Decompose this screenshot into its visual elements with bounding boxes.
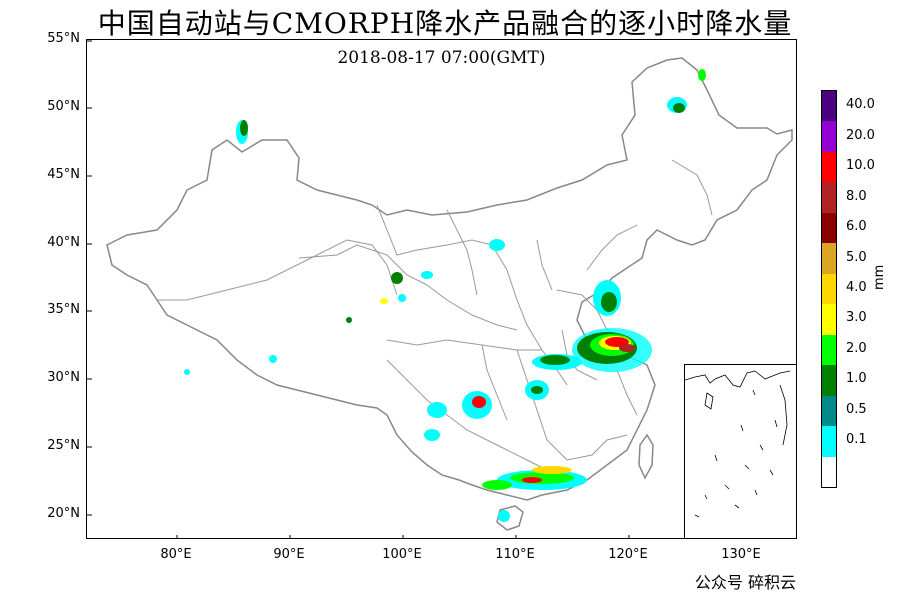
lat-label-45: 45°N (47, 167, 80, 182)
colorbar-segment (822, 426, 836, 457)
colorbar-segment (822, 151, 836, 183)
colorbar-segment (822, 121, 836, 152)
unit-label: mm (872, 264, 887, 290)
colorbar-segment (822, 365, 836, 396)
lat-label-40: 40°N (47, 235, 80, 250)
lon-label-80: 80°E (160, 547, 192, 562)
lat-label-30: 30°N (47, 370, 80, 385)
colorbar-level-label: 10.0 (846, 158, 875, 174)
lat-label-20: 20°N (47, 506, 80, 521)
colorbar-level-label: 1.0 (846, 371, 867, 387)
lat-label-55: 55°N (47, 31, 80, 46)
colorbar-segment (822, 334, 836, 366)
colorbar-level-label: 20.0 (846, 127, 875, 143)
lat-label-25: 25°N (47, 438, 80, 453)
colorbar-segment (822, 182, 836, 213)
map-area: 2018-08-17 07:00(GMT) (86, 39, 797, 539)
colorbar (821, 90, 837, 488)
colorbar-level-label: 5.0 (846, 249, 867, 265)
colorbar-segment (822, 273, 836, 305)
lon-label-90: 90°E (273, 547, 305, 562)
south-china-sea-inset (684, 364, 797, 539)
colorbar-level-label: 2.0 (846, 340, 867, 356)
colorbar-segment (822, 395, 836, 427)
lon-label-120: 120°E (608, 547, 648, 562)
colorbar-segment (822, 243, 836, 274)
colorbar-level-label: 4.0 (846, 280, 867, 295)
colorbar-segment (822, 456, 836, 487)
colorbar-level-label: 3.0 (846, 310, 867, 326)
colorbar-level-label: 6.0 (846, 219, 867, 235)
colorbar-segment (822, 304, 836, 335)
colorbar-level-label: 0.1 (846, 432, 867, 448)
precipitation-overlay (184, 69, 706, 522)
lon-label-130: 130°E (721, 547, 761, 562)
colorbar-level-label: 8.0 (846, 188, 867, 204)
colorbar-level-label: 0.5 (846, 401, 867, 417)
hainan-island (496, 505, 524, 531)
timestamp: 2018-08-17 07:00(GMT) (337, 48, 546, 68)
colorbar-segment (822, 91, 836, 122)
lon-label-100: 100°E (382, 547, 422, 562)
colorbar-segment (822, 212, 836, 244)
colorbar-level-label: 40.0 (846, 97, 875, 113)
map-title: 中国自动站与CMORPH降水产品融合的逐小时降水量 (97, 7, 793, 40)
lat-label-35: 35°N (47, 302, 80, 317)
lat-label-50: 50°N (47, 99, 80, 114)
taiwan-island (638, 433, 654, 480)
inset-map-svg (685, 370, 791, 518)
watermark: 公众号 碎积云 (694, 573, 796, 592)
china-map-svg (87, 40, 793, 538)
lon-label-110: 110°E (495, 547, 535, 562)
